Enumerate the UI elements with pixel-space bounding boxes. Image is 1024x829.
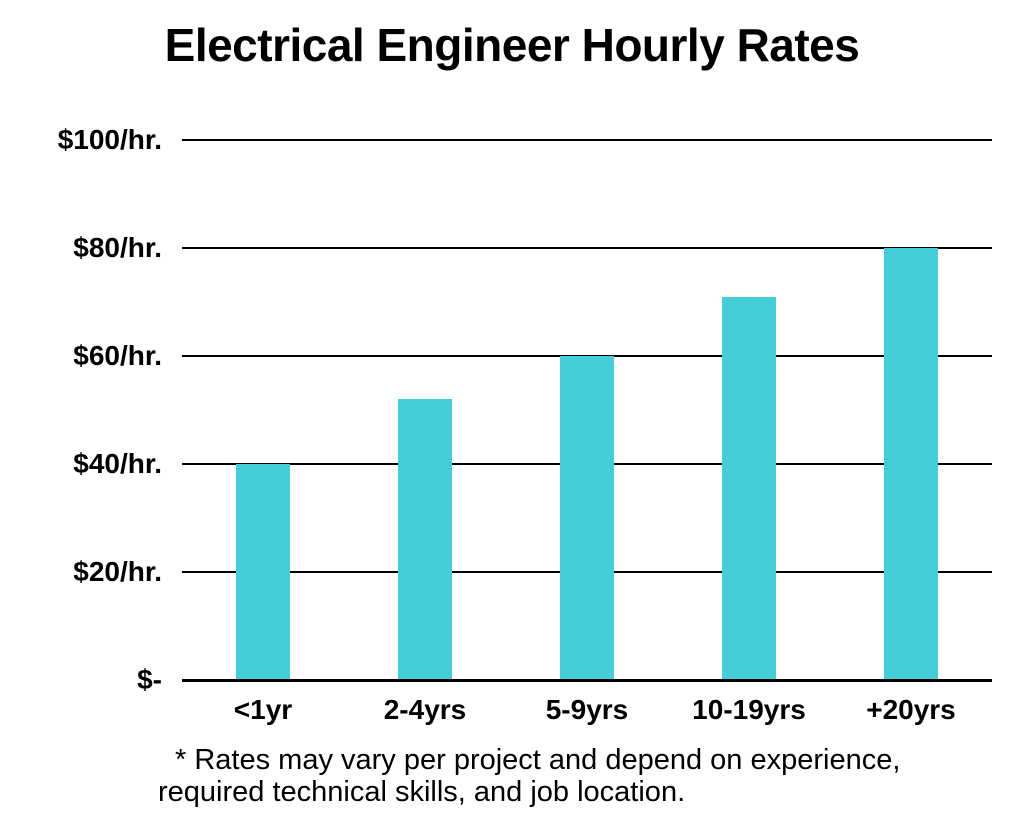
x-tick-label: <1yr (233, 694, 293, 725)
y-axis: $100/hr. $80/hr. $60/hr. $40/hr. $20/hr. $- (0, 124, 162, 695)
footnote-line-2: required technical skills, and job locat… (158, 776, 686, 808)
y-tick-label: $80/hr. (73, 232, 162, 263)
x-tick-label: 2-4yrs (383, 694, 467, 725)
y-tick-label: $- (137, 664, 162, 695)
gridline (182, 247, 992, 249)
gridline (182, 139, 992, 141)
bar-slot (830, 140, 992, 680)
bar (884, 248, 938, 680)
x-axis: <1yr 2-4yrs 5-9yrs 10-19yrs +20yrs (182, 694, 992, 726)
footnote: * Rates may vary per project and depend … (158, 744, 998, 808)
y-tick-label: $40/hr. (73, 448, 162, 479)
x-tick-label: 5-9yrs (545, 694, 629, 725)
bar (236, 464, 290, 680)
bar-slot (182, 140, 344, 680)
x-axis-baseline (182, 679, 992, 682)
x-tick-label: 10-19yrs (692, 694, 806, 725)
bars-container (182, 140, 992, 680)
bar (398, 399, 452, 680)
y-tick-label: $100/hr. (57, 124, 162, 155)
bar-slot (344, 140, 506, 680)
bar-slot (506, 140, 668, 680)
chart-title: Electrical Engineer Hourly Rates (164, 19, 860, 71)
bar (560, 356, 614, 680)
plot-area (182, 139, 992, 682)
footnote-line-1: * Rates may vary per project and depend … (175, 744, 901, 776)
bar (722, 296, 776, 680)
bar-slot (668, 140, 830, 680)
x-tick-label: +20yrs (866, 694, 956, 725)
y-tick-label: $20/hr. (73, 556, 162, 587)
y-tick-label: $60/hr. (73, 340, 162, 371)
